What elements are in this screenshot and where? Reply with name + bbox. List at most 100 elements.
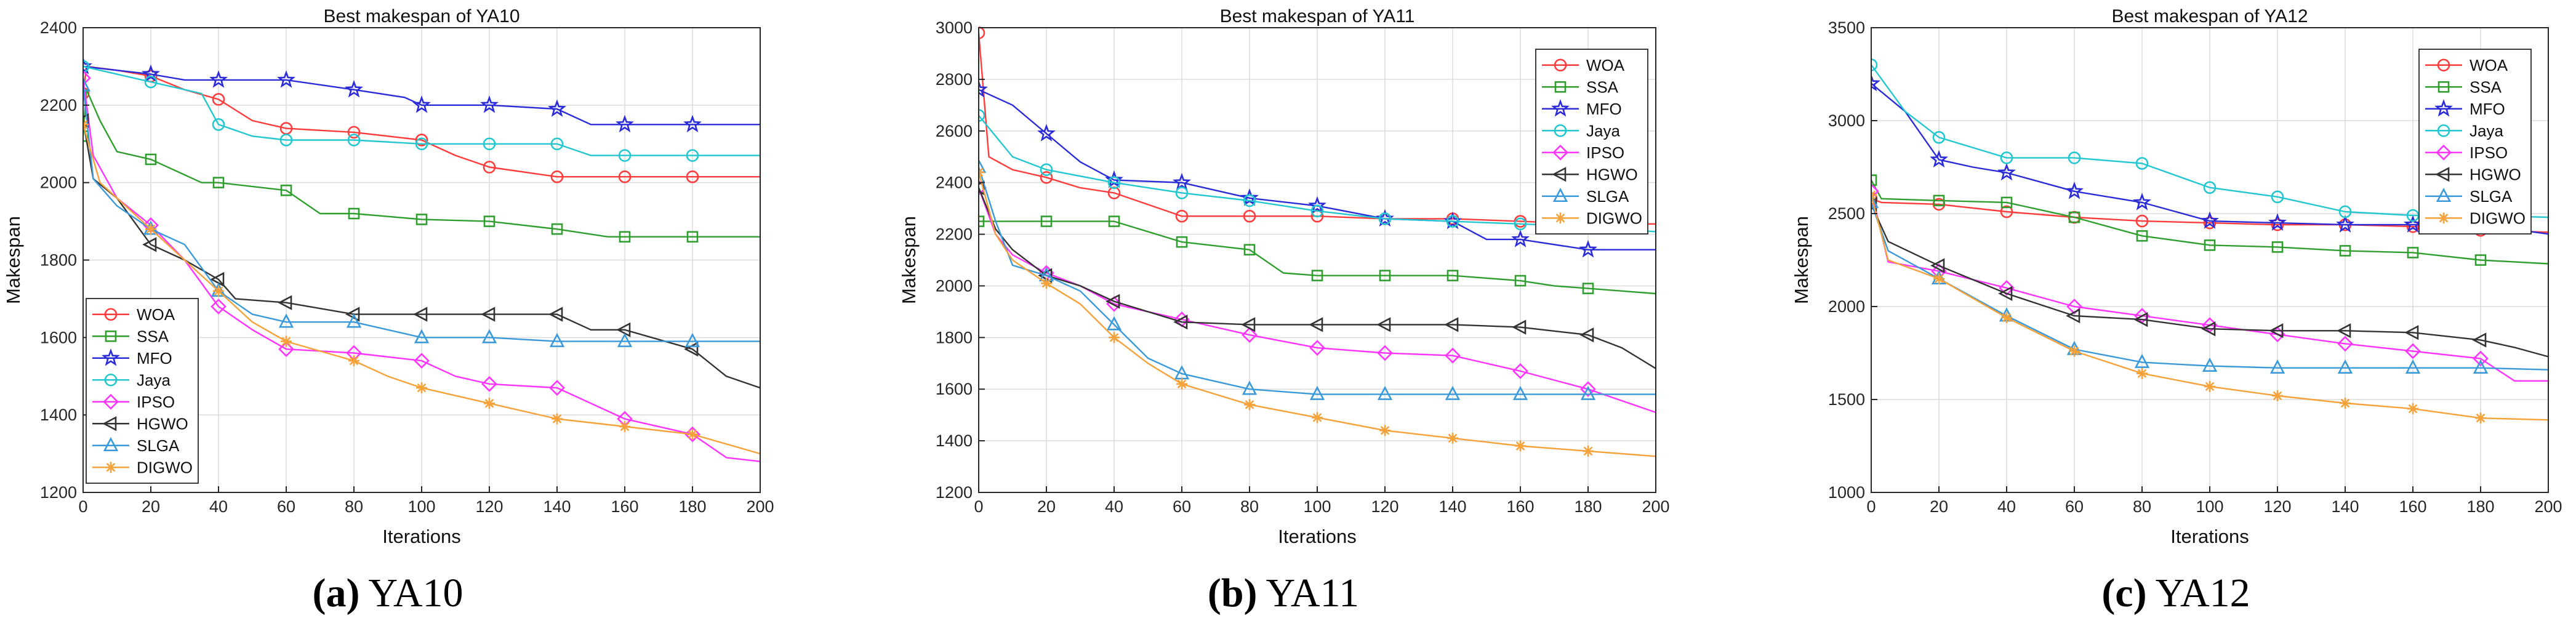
series-marker-Jaya <box>618 149 632 162</box>
series-marker-DIGWO <box>2475 412 2486 424</box>
x-tick-label: 20 <box>1037 497 1056 516</box>
x-tick-label: 180 <box>1574 497 1602 516</box>
series-marker-IPSO <box>2066 299 2082 315</box>
series-marker-SLGA <box>83 77 91 92</box>
legend-marker-IPSO <box>2436 144 2452 161</box>
series-marker-MFO <box>1997 163 2016 181</box>
series-marker-WOA <box>212 93 225 106</box>
series-marker-Jaya <box>2000 151 2013 164</box>
legend-label-MFO: MFO <box>137 349 172 367</box>
series-marker-HGWO <box>1105 294 1120 309</box>
series-marker-IPSO <box>1512 363 1528 379</box>
legend-label-Jaya: Jaya <box>137 371 171 389</box>
series-marker-SSA <box>2407 247 2419 259</box>
series-marker-SSA <box>1176 236 1188 248</box>
series-marker-Jaya <box>2406 209 2420 222</box>
series-marker-SSA <box>1871 174 1877 186</box>
series-marker-SLGA <box>2405 359 2421 374</box>
legend-label-HGWO: HGWO <box>137 414 188 433</box>
series-marker-MFO <box>412 95 431 113</box>
series-marker-DIGWO <box>281 335 292 347</box>
y-tick-label: 2200 <box>936 225 973 244</box>
series-marker-DIGWO <box>2069 345 2080 357</box>
series-marker-DIGWO <box>552 413 563 425</box>
legend-label-DIGWO: DIGWO <box>137 458 193 476</box>
y-tick-label: 1600 <box>936 380 973 398</box>
series-DIGWO <box>1871 189 2548 424</box>
series-marker-DIGWO <box>1379 425 1390 436</box>
legend-label-Jaya: Jaya <box>2470 121 2503 140</box>
panel-caption: (b) YA11 <box>1208 571 1359 616</box>
legend-marker-Jaya <box>104 373 118 387</box>
legend-label-HGWO: HGWO <box>1586 165 1638 183</box>
series-marker-MFO <box>1037 124 1056 142</box>
series-marker-HGWO <box>1512 319 1527 335</box>
series-marker-HGWO <box>2404 325 2419 340</box>
series-marker-DIGWO <box>2001 312 2012 324</box>
series-marker-MFO <box>616 114 634 133</box>
x-tick-label: 0 <box>78 497 87 516</box>
legend-label-SLGA: SLGA <box>2470 187 2513 206</box>
series-marker-SSA <box>2204 239 2216 251</box>
series-marker-WOA <box>1243 209 1256 223</box>
series-marker-MFO <box>345 79 363 98</box>
legend-label-WOA: WOA <box>137 305 175 324</box>
series-marker-SSA <box>1040 215 1053 227</box>
panel-caption: (a) YA10 <box>312 571 463 616</box>
series-marker-IPSO <box>481 375 497 392</box>
series-marker-SLGA <box>414 329 430 343</box>
legend-marker-SLGA <box>2436 187 2452 203</box>
y-tick-label: 2000 <box>40 174 77 192</box>
series-line-SSA <box>83 89 760 238</box>
x-tick-label: 20 <box>142 497 160 516</box>
legend-label-SSA: SSA <box>2470 78 2502 96</box>
series-marker-Jaya <box>686 149 699 162</box>
series-line-SLGA <box>83 86 760 342</box>
x-tick-label: 40 <box>209 497 228 516</box>
series-marker-HGWO <box>1241 317 1256 332</box>
series-marker-SLGA <box>1445 385 1461 400</box>
series-marker-HGWO <box>210 271 225 287</box>
series-marker-MFO <box>548 99 566 117</box>
series-marker-WOA <box>550 170 564 183</box>
y-tick-label: 2600 <box>936 122 973 140</box>
legend-marker-WOA <box>104 308 118 321</box>
x-axis-label: Iterations <box>382 526 461 547</box>
series-line-IPSO <box>979 187 1656 414</box>
series-marker-Jaya <box>1871 58 1878 71</box>
series-marker-SSA <box>145 153 157 166</box>
series-marker-HGWO <box>2472 332 2487 348</box>
series-marker-HGWO <box>1173 315 1188 330</box>
legend-marker-SLGA <box>103 436 119 452</box>
series-marker-DIGWO <box>2272 390 2283 401</box>
legend: WOA SSA MFO Jaya IPSO HGWO SLGA DIGWO <box>2418 49 2532 235</box>
series-marker-DIGWO <box>1312 412 1323 423</box>
y-tick-label: 1200 <box>40 483 77 502</box>
series-marker-Jaya <box>2271 190 2284 204</box>
series-marker-Jaya <box>1378 212 1392 225</box>
series-marker-HGWO <box>1998 286 2013 302</box>
series-marker-SSA <box>1311 270 1323 281</box>
x-tick-label: 80 <box>1240 497 1259 516</box>
series-marker-Jaya <box>2068 151 2081 164</box>
series-marker-IPSO <box>2473 350 2489 367</box>
x-tick-label: 100 <box>2196 497 2223 516</box>
series-marker-IPSO <box>2405 343 2421 359</box>
series-marker-Jaya <box>2203 181 2217 195</box>
legend-marker-DIGWO <box>1555 212 1566 224</box>
x-tick-label: 60 <box>2065 497 2084 516</box>
x-tick-label: 80 <box>345 497 363 516</box>
series-marker-MFO <box>2404 215 2422 233</box>
legend-label-MFO: MFO <box>1586 100 1622 118</box>
series-marker-Jaya <box>347 134 361 146</box>
series-marker-SSA <box>212 177 225 188</box>
series-marker-HGWO <box>83 113 89 129</box>
series-marker-WOA <box>2000 205 2013 219</box>
series-marker-WOA <box>1175 209 1189 223</box>
series-marker-MFO <box>209 70 228 88</box>
legend-label-WOA: WOA <box>2470 56 2508 74</box>
series-marker-SSA <box>686 231 699 243</box>
series-marker-HGWO <box>1444 317 1459 332</box>
series-marker-DIGWO <box>687 428 698 440</box>
series-marker-MFO <box>683 114 702 133</box>
